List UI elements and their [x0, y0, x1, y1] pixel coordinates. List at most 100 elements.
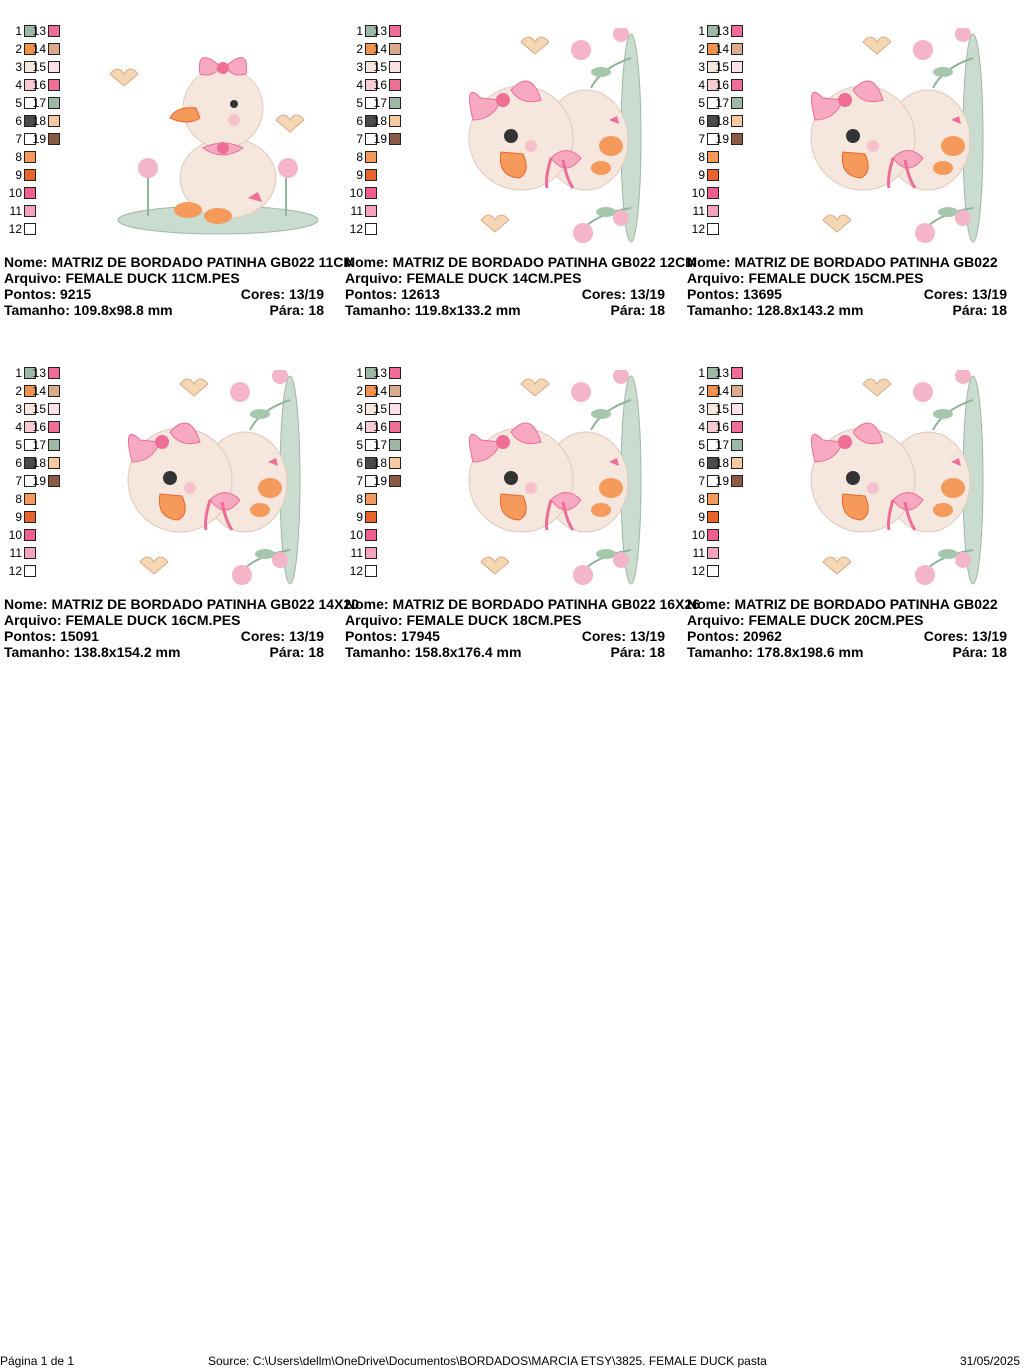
size-label: Tamanho: [4, 644, 70, 660]
thread-swatch: 16 [711, 420, 761, 434]
thread-number: 13 [715, 24, 729, 38]
colors-label: Cores: [923, 286, 969, 302]
thread-swatch: 18 [28, 456, 78, 470]
thread-color-box [48, 439, 60, 451]
thread-number: 13 [373, 366, 387, 380]
thread-swatch: 13 [369, 366, 419, 380]
thread-number: 14 [715, 384, 729, 398]
thread-swatch: 10 [4, 528, 44, 542]
thread-number: 3 [15, 60, 22, 74]
thread-color-box [24, 529, 36, 541]
thread-number: 15 [373, 402, 387, 416]
thread-number: 16 [715, 78, 729, 92]
design-card: 1 2 3 4 5 6 7 8 9 10 11 12 13 1 [345, 366, 700, 696]
thread-swatch: 2 [345, 42, 385, 56]
thread-color-box [365, 565, 377, 577]
name-label: Nome: [687, 596, 731, 612]
thread-number: 11 [9, 204, 22, 218]
thread-color-box [365, 25, 377, 37]
thread-swatch: 8 [345, 492, 385, 506]
thread-swatch: 14 [28, 42, 78, 56]
thread-number: 17 [373, 96, 387, 110]
thread-number: 3 [15, 402, 22, 416]
thread-color-box [389, 367, 401, 379]
design-card: 1 2 3 4 5 6 7 8 9 10 11 12 13 1 [687, 24, 1024, 354]
color-count: 13/19 [288, 628, 324, 644]
thread-color-box [731, 403, 743, 415]
thread-number: 12 [8, 222, 22, 236]
thread-swatch: 10 [4, 186, 44, 200]
thread-color-box [24, 97, 36, 109]
thread-swatch: 6 [345, 456, 385, 470]
design-name-row: Nome: MATRIZ DE BORDADO PATINHA GB022 16… [345, 596, 700, 612]
thread-number: 11 [350, 204, 363, 218]
thread-color-box [389, 385, 401, 397]
thread-swatch: 1 [687, 24, 727, 38]
design-card: 1 2 3 4 5 6 7 8 9 10 11 12 13 1 [345, 24, 697, 354]
thread-color-box [365, 187, 377, 199]
thread-swatch: 9 [687, 510, 727, 524]
thread-swatch: 4 [4, 78, 44, 92]
thread-number: 15 [715, 60, 729, 74]
file-name: FEMALE DUCK 20CM.PES [748, 612, 924, 628]
stop-count: 18 [991, 644, 1007, 660]
thread-number: 18 [32, 114, 46, 128]
thread-swatch: 7 [345, 132, 385, 146]
thread-color-box [24, 493, 36, 505]
thread-number: 17 [715, 438, 729, 452]
thread-color-box [389, 475, 401, 487]
name-label: Nome: [687, 254, 731, 270]
thread-swatch: 18 [28, 114, 78, 128]
thread-swatch: 19 [711, 474, 761, 488]
design-size: 138.8x154.2 mm [73, 644, 181, 660]
thread-number: 11 [692, 204, 705, 218]
thread-color-box [48, 25, 60, 37]
colors-label: Cores: [923, 628, 969, 644]
thread-swatch: 18 [369, 456, 419, 470]
size-row: Tamanho: 119.8x133.2 mm Pára: 18 [345, 302, 665, 318]
thread-color-box [48, 133, 60, 145]
thread-swatch: 15 [711, 60, 761, 74]
thread-color-box [24, 367, 36, 379]
thread-swatch: 9 [687, 168, 727, 182]
size-label: Tamanho: [4, 302, 70, 318]
stitches-label: Pontos: [4, 628, 57, 644]
design-name: MATRIZ DE BORDADO PATINHA GB022 14X20 [51, 596, 359, 612]
thread-color-box [707, 223, 719, 235]
thread-number: 17 [32, 438, 46, 452]
stops-label: Pára: [952, 644, 988, 660]
design-card: 1 2 3 4 5 6 7 8 9 10 11 12 13 1 [687, 366, 1024, 696]
thread-swatch: 3 [687, 402, 727, 416]
thread-swatch: 2 [345, 384, 385, 398]
design-name-row: Nome: MATRIZ DE BORDADO PATINHA GB022 14… [4, 596, 359, 612]
size-label: Tamanho: [345, 644, 411, 660]
thread-color-box [707, 97, 719, 109]
thread-color-box [48, 421, 60, 433]
thread-swatch: 11 [4, 204, 44, 218]
thread-color-box [24, 115, 36, 127]
thread-color-box [48, 79, 60, 91]
thread-number: 10 [691, 528, 705, 542]
thread-swatch: 9 [345, 168, 385, 182]
thread-color-box [707, 565, 719, 577]
file-label: Arquivo: [4, 612, 62, 628]
thread-color-box [365, 511, 377, 523]
file-row: Arquivo: FEMALE DUCK 20CM.PES [687, 612, 1007, 628]
thread-number: 12 [349, 564, 363, 578]
thread-number: 6 [15, 114, 22, 128]
thread-swatch: 12 [345, 564, 385, 578]
size-row: Tamanho: 158.8x176.4 mm Pára: 18 [345, 644, 665, 660]
thread-number: 1 [356, 24, 363, 38]
thread-swatch: 19 [711, 132, 761, 146]
file-row: Arquivo: FEMALE DUCK 15CM.PES [687, 270, 1007, 286]
color-count: 13/19 [971, 628, 1007, 644]
thread-swatch: 16 [711, 78, 761, 92]
thread-color-box [48, 367, 60, 379]
thread-color-box [389, 43, 401, 55]
thread-number: 18 [32, 456, 46, 470]
stitches-row: Pontos: 12613 Cores: 13/19 [345, 286, 665, 302]
thread-number: 9 [356, 510, 363, 524]
name-label: Nome: [4, 596, 48, 612]
thread-color-box [707, 43, 719, 55]
thread-color-box [731, 133, 743, 145]
